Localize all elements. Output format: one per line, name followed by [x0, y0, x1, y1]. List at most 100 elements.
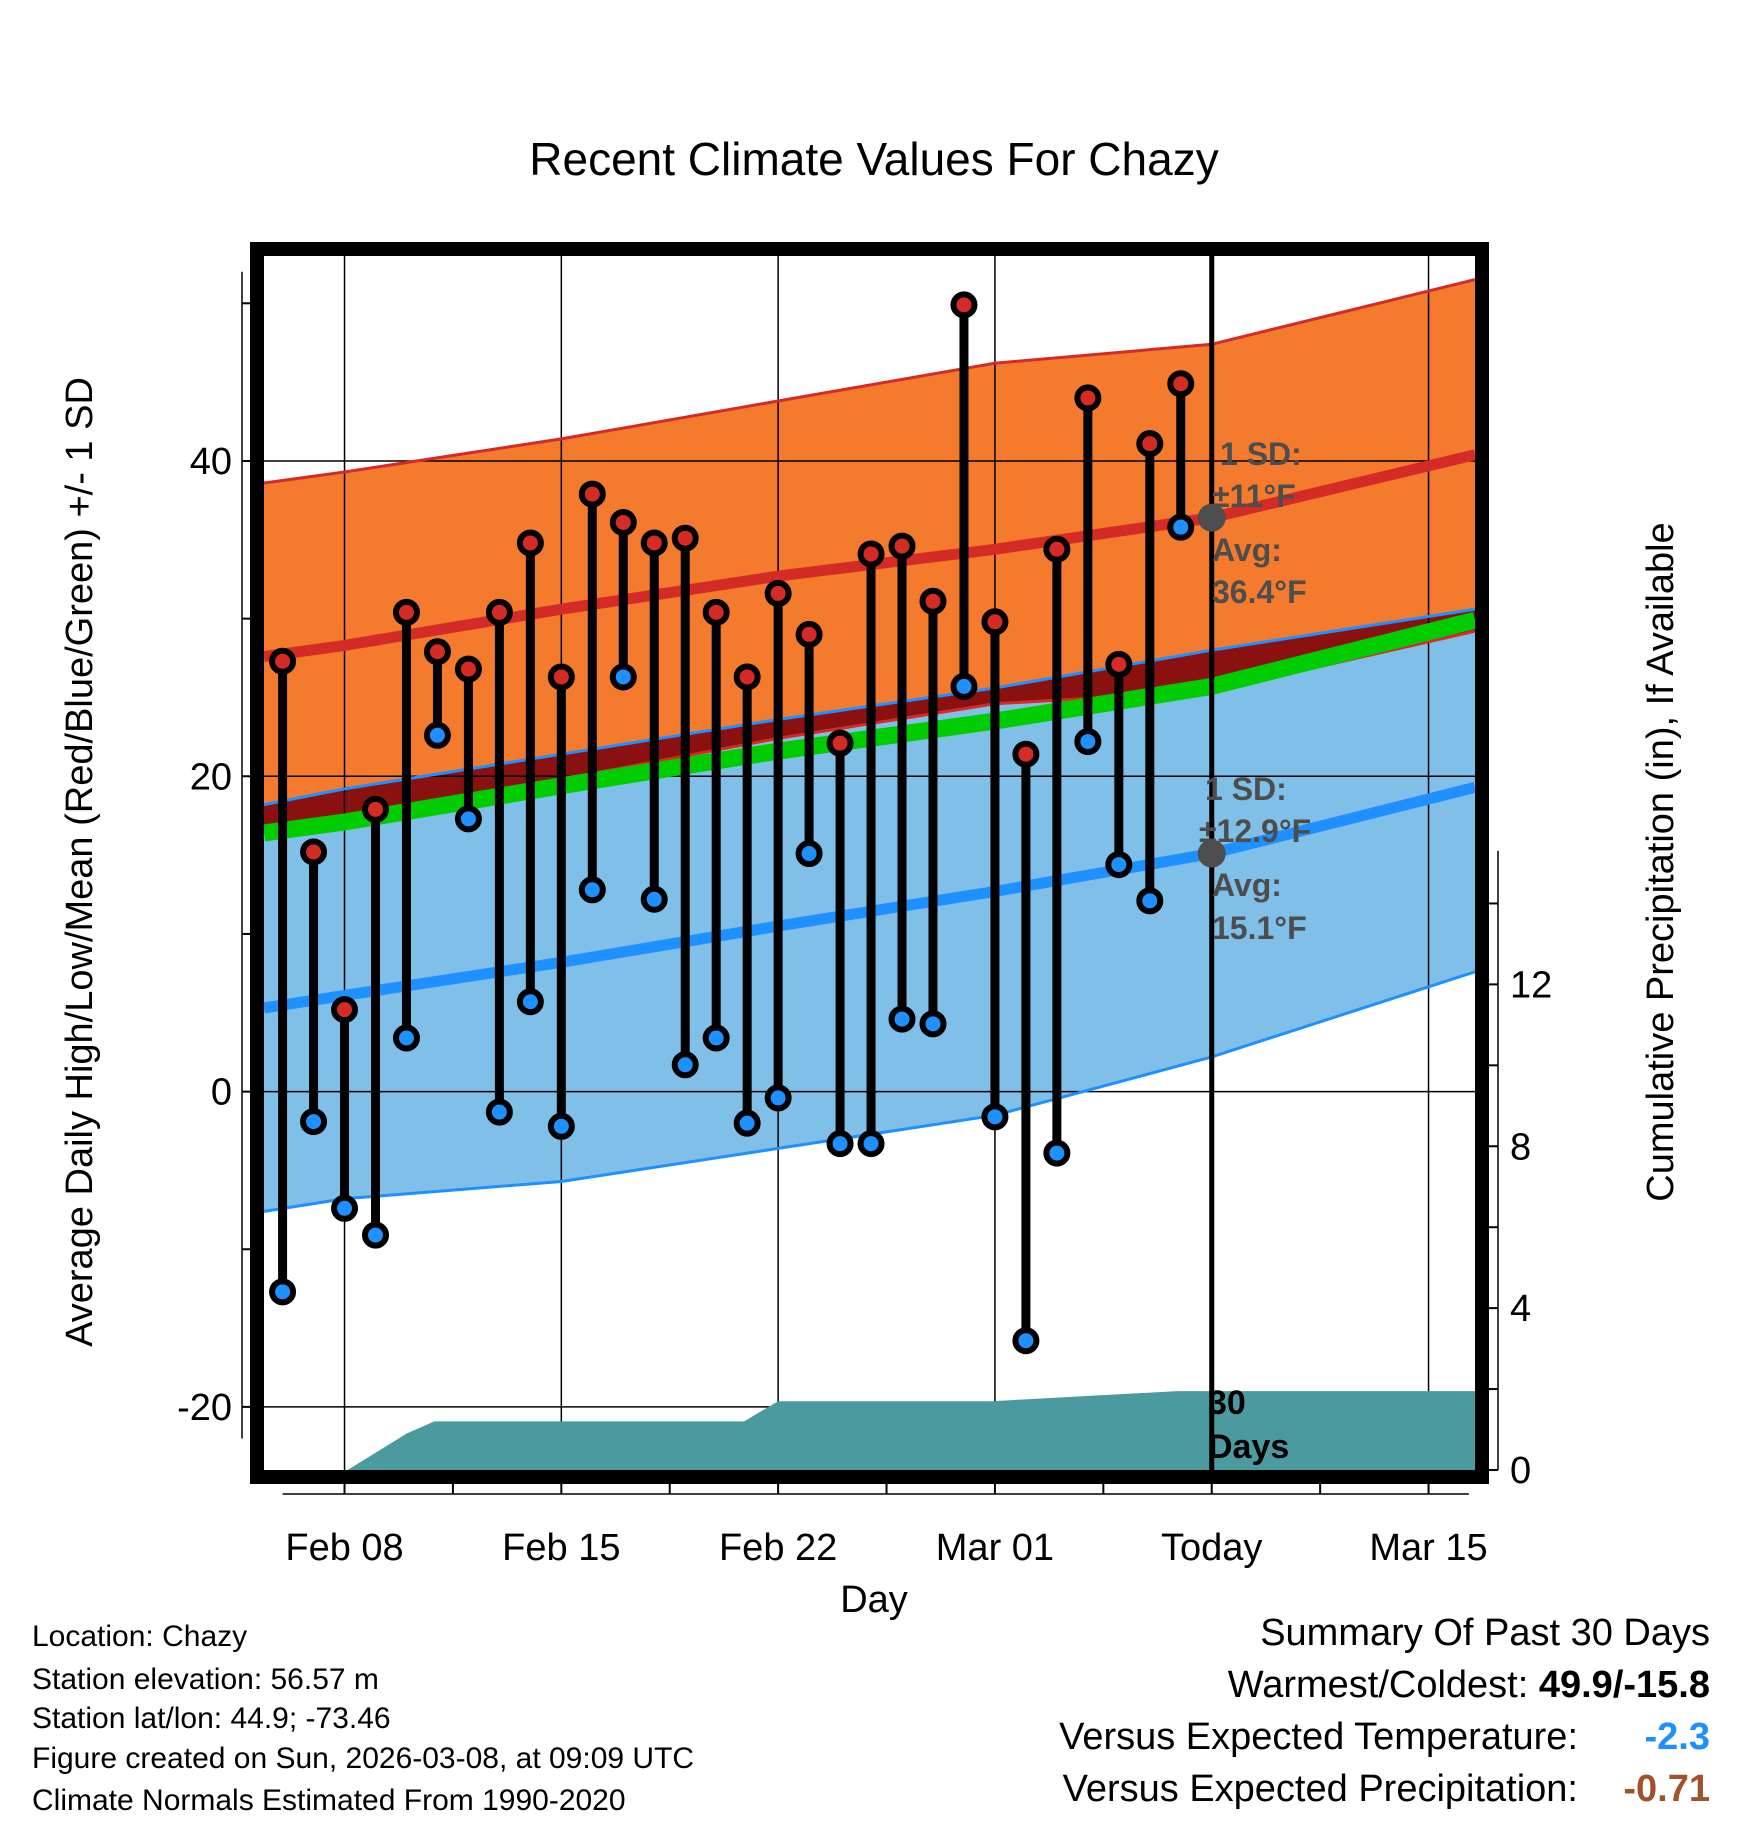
- high-avg-value: 36.4°F: [1212, 574, 1307, 610]
- daily-high-point: [300, 838, 328, 866]
- climate-chart: Recent Climate Values For Chazy 1 SD: ±11…: [59, 133, 1682, 1620]
- daily-low-point: [1136, 887, 1164, 915]
- y-tick-label: 0: [211, 1072, 232, 1114]
- daily-high-point: [1167, 370, 1195, 398]
- daily-high-point: [392, 598, 420, 626]
- daily-low-point: [423, 721, 451, 749]
- daily-high-point: [857, 540, 885, 568]
- x-tick-label: Mar 01: [936, 1527, 1054, 1569]
- days-word: Days: [1208, 1428, 1289, 1466]
- elevation-text: Station elevation: 56.57 m: [32, 1663, 379, 1696]
- daily-high-point: [609, 508, 637, 536]
- daily-high-point: [1074, 384, 1102, 412]
- x-tick-label: Feb 22: [719, 1527, 837, 1569]
- y-tick-label: 20: [190, 756, 232, 798]
- x-tick-label: Mar 15: [1369, 1527, 1487, 1569]
- daily-low-point: [1043, 1139, 1071, 1167]
- daily-low-point: [950, 672, 978, 700]
- daily-high-point: [640, 529, 668, 557]
- daily-low-point: [361, 1221, 389, 1249]
- low-sd-label: 1 SD:: [1205, 771, 1287, 807]
- high-avg-label: Avg:: [1212, 532, 1282, 568]
- precip-value: -0.71: [1623, 1768, 1710, 1810]
- daily-low-point: [981, 1103, 1009, 1131]
- daily-low-point: [1167, 513, 1195, 541]
- summary-title: Summary Of Past 30 Days: [1260, 1612, 1710, 1654]
- daily-low-point: [331, 1194, 359, 1222]
- today-low-avg-marker: [1197, 839, 1226, 868]
- daily-high-point: [919, 587, 947, 615]
- y-tick-label: -20: [177, 1387, 232, 1429]
- daily-low-point: [1105, 851, 1133, 879]
- daily-high-point: [1043, 535, 1071, 563]
- daily-low-point: [640, 885, 668, 913]
- x-tick-label: Today: [1161, 1527, 1262, 1569]
- daily-high-point: [795, 620, 823, 648]
- daily-low-point: [269, 1278, 297, 1306]
- daily-low-point: [826, 1130, 854, 1158]
- x-axis-label: Day: [840, 1579, 908, 1620]
- y-axis-label: Average Daily High/Low/Mean (Red/Blue/Gr…: [59, 377, 101, 1347]
- daily-low-point: [857, 1130, 885, 1158]
- daily-high-point: [1012, 740, 1040, 768]
- temp-value: -2.3: [1644, 1716, 1710, 1758]
- daily-low-point: [578, 876, 606, 904]
- daily-low-point: [1074, 728, 1102, 756]
- daily-low-point: [547, 1112, 575, 1140]
- daily-low-point: [300, 1108, 328, 1136]
- daily-high-point: [454, 655, 482, 683]
- daily-high-point: [361, 795, 389, 823]
- daily-high-point: [547, 663, 575, 691]
- precip-label: Versus Expected Precipitation:: [1062, 1768, 1578, 1810]
- high-sd-label: 1 SD:: [1220, 436, 1302, 472]
- daily-low-point: [702, 1024, 730, 1052]
- daily-low-point: [1012, 1327, 1040, 1355]
- temp-label: Versus Expected Temperature:: [1059, 1716, 1578, 1758]
- x-tick-label: Feb 15: [502, 1527, 620, 1569]
- normals-period-text: Climate Normals Estimated From 1990-2020: [32, 1784, 626, 1817]
- y2-tick-label: 12: [1510, 964, 1552, 1006]
- location-text: Location: Chazy: [32, 1620, 248, 1653]
- daily-high-point: [888, 532, 916, 560]
- daily-low-point: [888, 1005, 916, 1033]
- daily-high-point: [733, 663, 761, 691]
- daily-low-point: [609, 663, 637, 691]
- daily-high-point: [671, 524, 699, 552]
- high-sd-value: ±11°F: [1212, 478, 1296, 514]
- daily-high-point: [331, 996, 359, 1024]
- daily-low-point: [795, 840, 823, 868]
- daily-low-point: [516, 988, 544, 1016]
- warm-cold-value: 49.9/-15.8: [1538, 1664, 1710, 1706]
- precip-area: [282, 1391, 1475, 1470]
- daily-high-point: [516, 529, 544, 557]
- summary-temp: Versus Expected Temperature: -2.3: [1059, 1716, 1710, 1759]
- daily-low-point: [919, 1010, 947, 1038]
- daily-low-point: [454, 805, 482, 833]
- y2-axis-label: Cumulative Precipitation (in), If Availa…: [1640, 522, 1682, 1201]
- daily-high-point: [578, 480, 606, 508]
- today-high-avg-marker: [1197, 503, 1226, 532]
- low-avg-label: Avg:: [1212, 867, 1282, 903]
- created-text: Figure created on Sun, 2026-03-08, at 09…: [32, 1742, 695, 1775]
- daily-high-point: [702, 598, 730, 626]
- daily-high-point: [1136, 430, 1164, 458]
- summary-precip: Versus Expected Precipitation: -0.71: [1063, 1768, 1710, 1811]
- daily-high-point: [764, 579, 792, 607]
- y2-tick-label: 8: [1510, 1126, 1531, 1168]
- low-sd-value: ±12.9°F: [1199, 813, 1311, 849]
- daily-low-point: [485, 1098, 513, 1126]
- y2-tick-label: 4: [1510, 1288, 1531, 1330]
- daily-high-point: [485, 598, 513, 626]
- y-tick-label: 40: [190, 441, 232, 483]
- daily-low-point: [733, 1109, 761, 1137]
- chart-title: Recent Climate Values For Chazy: [529, 133, 1218, 185]
- daily-high-point: [269, 647, 297, 675]
- summary-warm-cold: Warmest/Coldest: 49.9/-15.8: [1228, 1664, 1710, 1707]
- daily-high-point: [981, 608, 1009, 636]
- daily-high-point: [423, 638, 451, 666]
- daily-high-point: [950, 291, 978, 319]
- daily-high-point: [826, 729, 854, 757]
- x-tick-label: Feb 08: [285, 1527, 403, 1569]
- low-avg-value: 15.1°F: [1212, 910, 1307, 946]
- plot-frame: [250, 242, 1489, 1484]
